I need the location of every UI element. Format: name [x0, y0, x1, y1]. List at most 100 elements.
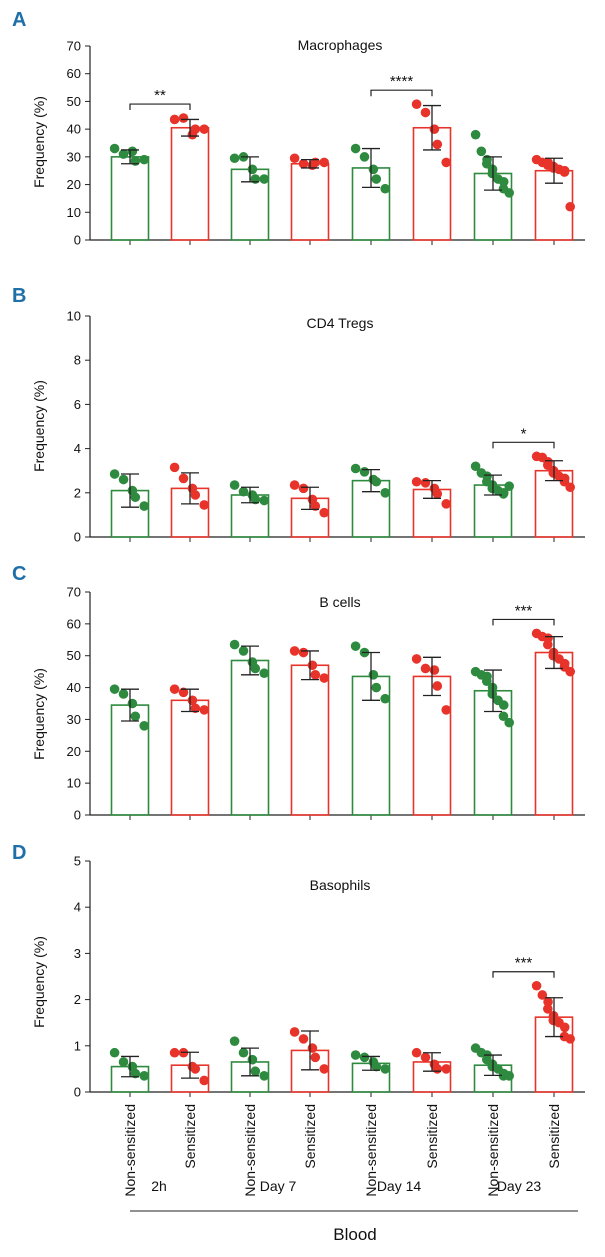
data-point — [319, 1064, 330, 1074]
data-point — [504, 481, 514, 491]
y-tick-label: 60 — [67, 66, 81, 81]
panel-b-title: CD4 Tregs — [307, 315, 374, 331]
data-point — [127, 698, 138, 709]
data-point — [229, 153, 240, 164]
significance-label: * — [521, 425, 527, 442]
y-tick-label: 70 — [67, 585, 81, 600]
data-point — [559, 167, 570, 177]
group-label-day14: Day 14 — [377, 1178, 422, 1194]
data-point — [289, 480, 300, 490]
data-point — [565, 666, 575, 677]
y-tick-label: 20 — [67, 177, 81, 192]
y-tick-label: 60 — [67, 616, 81, 631]
y-tick-label: 5 — [74, 854, 81, 869]
y-tick-label: 70 — [67, 39, 81, 54]
group-label-2h: 2h — [151, 1178, 167, 1194]
data-point — [441, 1064, 452, 1074]
data-point — [441, 157, 452, 168]
data-point — [289, 1027, 300, 1037]
group-label-day7: Day 7 — [260, 1178, 297, 1194]
data-point — [359, 1052, 370, 1063]
data-point — [109, 143, 120, 154]
data-point — [498, 711, 509, 722]
bar-1 — [170, 126, 210, 241]
y-tick-label: 0 — [74, 1085, 81, 1100]
data-point — [130, 711, 141, 722]
data-point — [359, 467, 370, 477]
data-point — [238, 646, 249, 656]
data-point — [229, 1036, 240, 1046]
data-point — [498, 700, 509, 710]
data-point — [169, 684, 180, 694]
data-point — [498, 177, 509, 187]
panel-a-title: Macrophages — [298, 37, 383, 53]
data-point — [319, 157, 330, 168]
y-tick-label: 0 — [74, 233, 81, 248]
data-point — [247, 1054, 258, 1065]
x-category-label: Non-sensitized — [363, 1104, 379, 1197]
data-point — [238, 1047, 249, 1058]
panel-d: D Basophils Frequency (%) 0 1 2 3 4 5 *** — [12, 842, 585, 1100]
data-point — [504, 188, 514, 198]
data-point — [470, 129, 481, 140]
data-point — [371, 476, 382, 487]
data-point — [199, 1075, 209, 1086]
data-point — [298, 158, 309, 169]
x-category-label: Sensitized — [546, 1104, 562, 1169]
data-point — [310, 670, 321, 680]
data-point — [250, 1066, 261, 1077]
data-point — [420, 107, 431, 118]
panel-b-plot: 0 2 4 6 8 10 * — [67, 309, 585, 545]
data-point — [178, 113, 189, 123]
panel-c-y-axis-label: Frequency (%) — [31, 668, 47, 760]
data-point — [420, 1052, 431, 1063]
y-tick-label: 10 — [67, 205, 81, 220]
data-point — [199, 124, 209, 134]
panel-label-c: C — [12, 563, 26, 585]
bar-7 — [534, 651, 574, 816]
group-label-day23: Day 23 — [497, 1178, 542, 1194]
data-point — [199, 500, 209, 510]
panel-c-title: B cells — [319, 594, 360, 610]
data-point — [169, 1047, 180, 1058]
data-point — [559, 1022, 570, 1033]
y-tick-label: 2 — [74, 485, 81, 500]
data-point — [429, 665, 440, 675]
data-point — [130, 1068, 141, 1079]
data-point — [139, 154, 149, 165]
bar-3 — [290, 162, 330, 241]
data-point — [470, 461, 481, 472]
data-point — [420, 663, 431, 674]
x-category-label: Sensitized — [182, 1104, 198, 1169]
y-tick-label: 4 — [74, 441, 81, 456]
x-category-labels: Non-sensitized Sensitized Non-sensitized Se… — [122, 1104, 562, 1197]
data-point — [420, 478, 431, 488]
y-tick-label: 10 — [67, 776, 81, 791]
bar-3 — [290, 664, 330, 816]
data-point — [441, 499, 452, 509]
y-tick-label: 6 — [74, 397, 81, 412]
data-point — [565, 201, 575, 212]
data-point — [411, 654, 422, 664]
panel-d-title: Basophils — [310, 877, 371, 893]
data-point — [307, 660, 318, 671]
data-point — [190, 1064, 201, 1074]
data-point — [411, 99, 422, 109]
data-point — [178, 687, 189, 698]
data-point — [380, 1064, 391, 1074]
data-point — [429, 124, 440, 134]
data-point — [199, 705, 209, 715]
y-tick-label: 40 — [67, 122, 81, 137]
y-tick-label: 3 — [74, 946, 81, 961]
data-point — [190, 124, 201, 134]
data-point — [310, 501, 321, 511]
data-point — [504, 717, 514, 728]
y-tick-label: 1 — [74, 1038, 81, 1053]
significance-bracket — [492, 971, 555, 978]
panel-b: B CD4 Tregs Frequency (%) 0 2 4 6 8 10 * — [12, 285, 585, 545]
x-bottom-label: Blood — [333, 1225, 376, 1244]
data-point — [432, 681, 443, 691]
data-point — [543, 997, 553, 1007]
